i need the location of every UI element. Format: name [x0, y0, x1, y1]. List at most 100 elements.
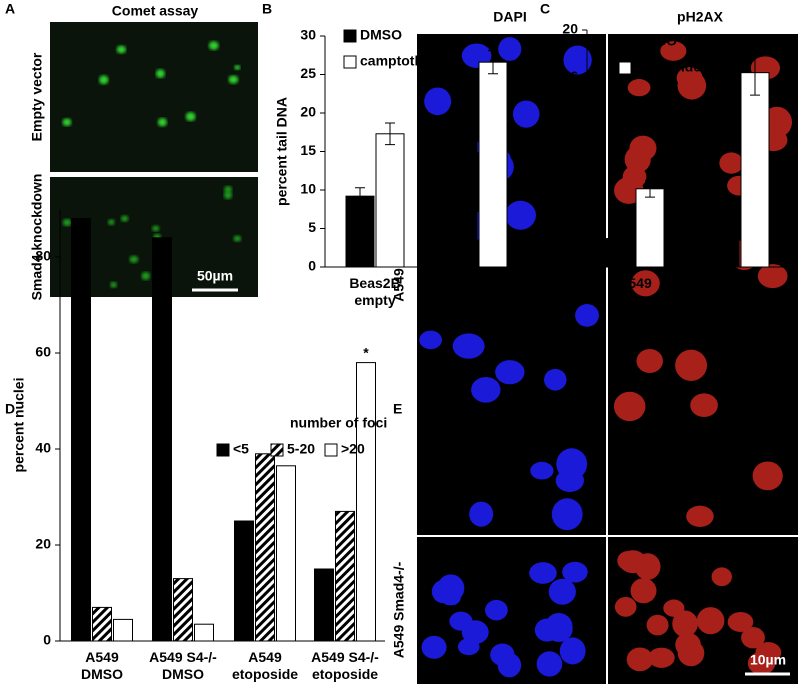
cell	[677, 640, 705, 667]
cell	[228, 75, 239, 84]
bar	[356, 362, 376, 642]
bar	[314, 568, 334, 642]
panel-label: A	[5, 1, 15, 17]
legend-swatch	[270, 443, 284, 457]
cell	[719, 152, 744, 174]
cell	[530, 461, 554, 480]
cell	[562, 561, 588, 583]
cell	[636, 349, 663, 374]
bar	[710, 233, 740, 268]
cell	[675, 349, 708, 381]
bar	[234, 520, 254, 642]
cell	[551, 498, 583, 531]
bar	[740, 72, 770, 268]
cell	[120, 215, 129, 222]
bar	[152, 237, 172, 642]
cell	[529, 562, 557, 584]
x-tick-label: A549 S4-/- etoposide	[311, 649, 379, 682]
legend-label: <5	[233, 441, 249, 457]
panel-label: B	[262, 1, 272, 17]
cell	[624, 145, 651, 173]
cell	[747, 651, 776, 675]
legend-label: camptothecin	[360, 53, 451, 69]
cell	[545, 612, 573, 640]
bar	[71, 218, 91, 642]
legend-label: 5-20	[287, 441, 315, 457]
cell	[469, 501, 494, 527]
scale-label: 10µm	[750, 652, 786, 668]
cell	[686, 505, 714, 527]
cell	[107, 219, 115, 226]
cell	[449, 611, 473, 631]
cell	[233, 235, 242, 242]
bar	[335, 510, 355, 642]
cell	[224, 186, 233, 193]
cell	[223, 190, 233, 200]
cell	[648, 647, 675, 668]
cell	[559, 637, 586, 665]
cell	[752, 461, 783, 491]
y-tick-label: 60	[35, 344, 51, 360]
cell	[544, 368, 567, 391]
panel-label: C	[540, 1, 550, 17]
y-tick-label: 20	[35, 536, 51, 552]
bar	[635, 188, 665, 268]
cell	[234, 65, 241, 70]
cell	[757, 264, 788, 289]
cell	[485, 599, 508, 621]
cell	[548, 578, 576, 605]
significance-mark: *	[752, 32, 758, 48]
bar	[345, 195, 375, 268]
panel-label: E	[393, 401, 402, 417]
cell	[424, 87, 452, 116]
cell	[62, 118, 72, 127]
legend-swatch	[343, 55, 357, 69]
cell	[495, 360, 525, 385]
y-tick-label: 0	[570, 258, 578, 274]
cell	[512, 100, 540, 128]
panel-title: Comet assay	[112, 3, 199, 19]
cell	[141, 271, 151, 281]
error-bar	[645, 179, 655, 198]
y-tick-label: 30	[300, 27, 316, 43]
y-tick-label: 80	[35, 248, 51, 264]
cell	[613, 391, 646, 422]
cell	[208, 41, 219, 50]
significance-mark: *	[460, 89, 466, 105]
y-tick-label: 5	[308, 219, 316, 235]
cell	[116, 45, 127, 54]
legend-swatch	[216, 443, 230, 457]
row-label: A549 Smad4-/-	[391, 561, 407, 658]
cell	[505, 200, 536, 230]
y-tick-label: 4	[570, 210, 578, 226]
x-tick-label: A549	[618, 275, 652, 291]
cell	[185, 112, 196, 122]
y-tick-label: 25	[300, 65, 316, 81]
y-tick-label: 16	[562, 68, 578, 84]
cell	[676, 67, 703, 89]
cell	[62, 218, 72, 227]
cell	[660, 41, 687, 61]
error-bar	[458, 107, 468, 139]
cell	[711, 567, 732, 587]
cell	[646, 614, 669, 636]
cell	[498, 37, 522, 61]
cell	[490, 643, 515, 666]
error-bar	[385, 122, 395, 146]
legend-label: DMSO	[360, 27, 402, 43]
column-label: DAPI	[493, 9, 526, 25]
cell	[110, 281, 117, 288]
significance-mark: *	[490, 32, 496, 48]
cell	[614, 596, 637, 617]
cell	[129, 255, 139, 263]
legend-swatch	[324, 443, 338, 457]
cell	[99, 75, 109, 85]
cell	[626, 647, 654, 672]
bar	[92, 606, 112, 642]
y-tick-label: 10	[300, 181, 316, 197]
scale-label: 50µm	[197, 268, 233, 284]
panel-label: D	[5, 401, 15, 417]
x-tick-label: A549 etoposide	[231, 649, 299, 682]
row-label: A549	[391, 268, 407, 302]
